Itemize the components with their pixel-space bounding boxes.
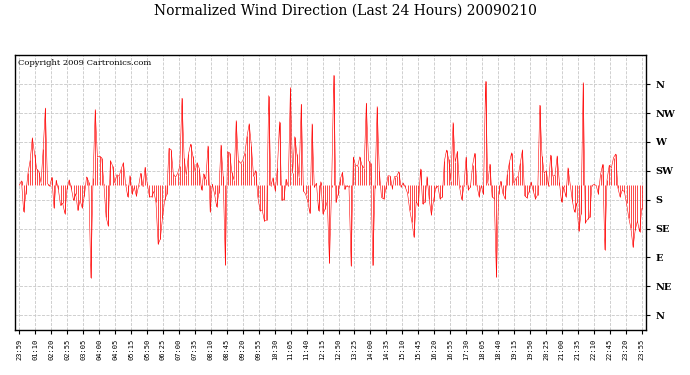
Text: Normalized Wind Direction (Last 24 Hours) 20090210: Normalized Wind Direction (Last 24 Hours… <box>154 4 536 18</box>
Text: Copyright 2009 Cartronics.com: Copyright 2009 Cartronics.com <box>18 59 151 68</box>
